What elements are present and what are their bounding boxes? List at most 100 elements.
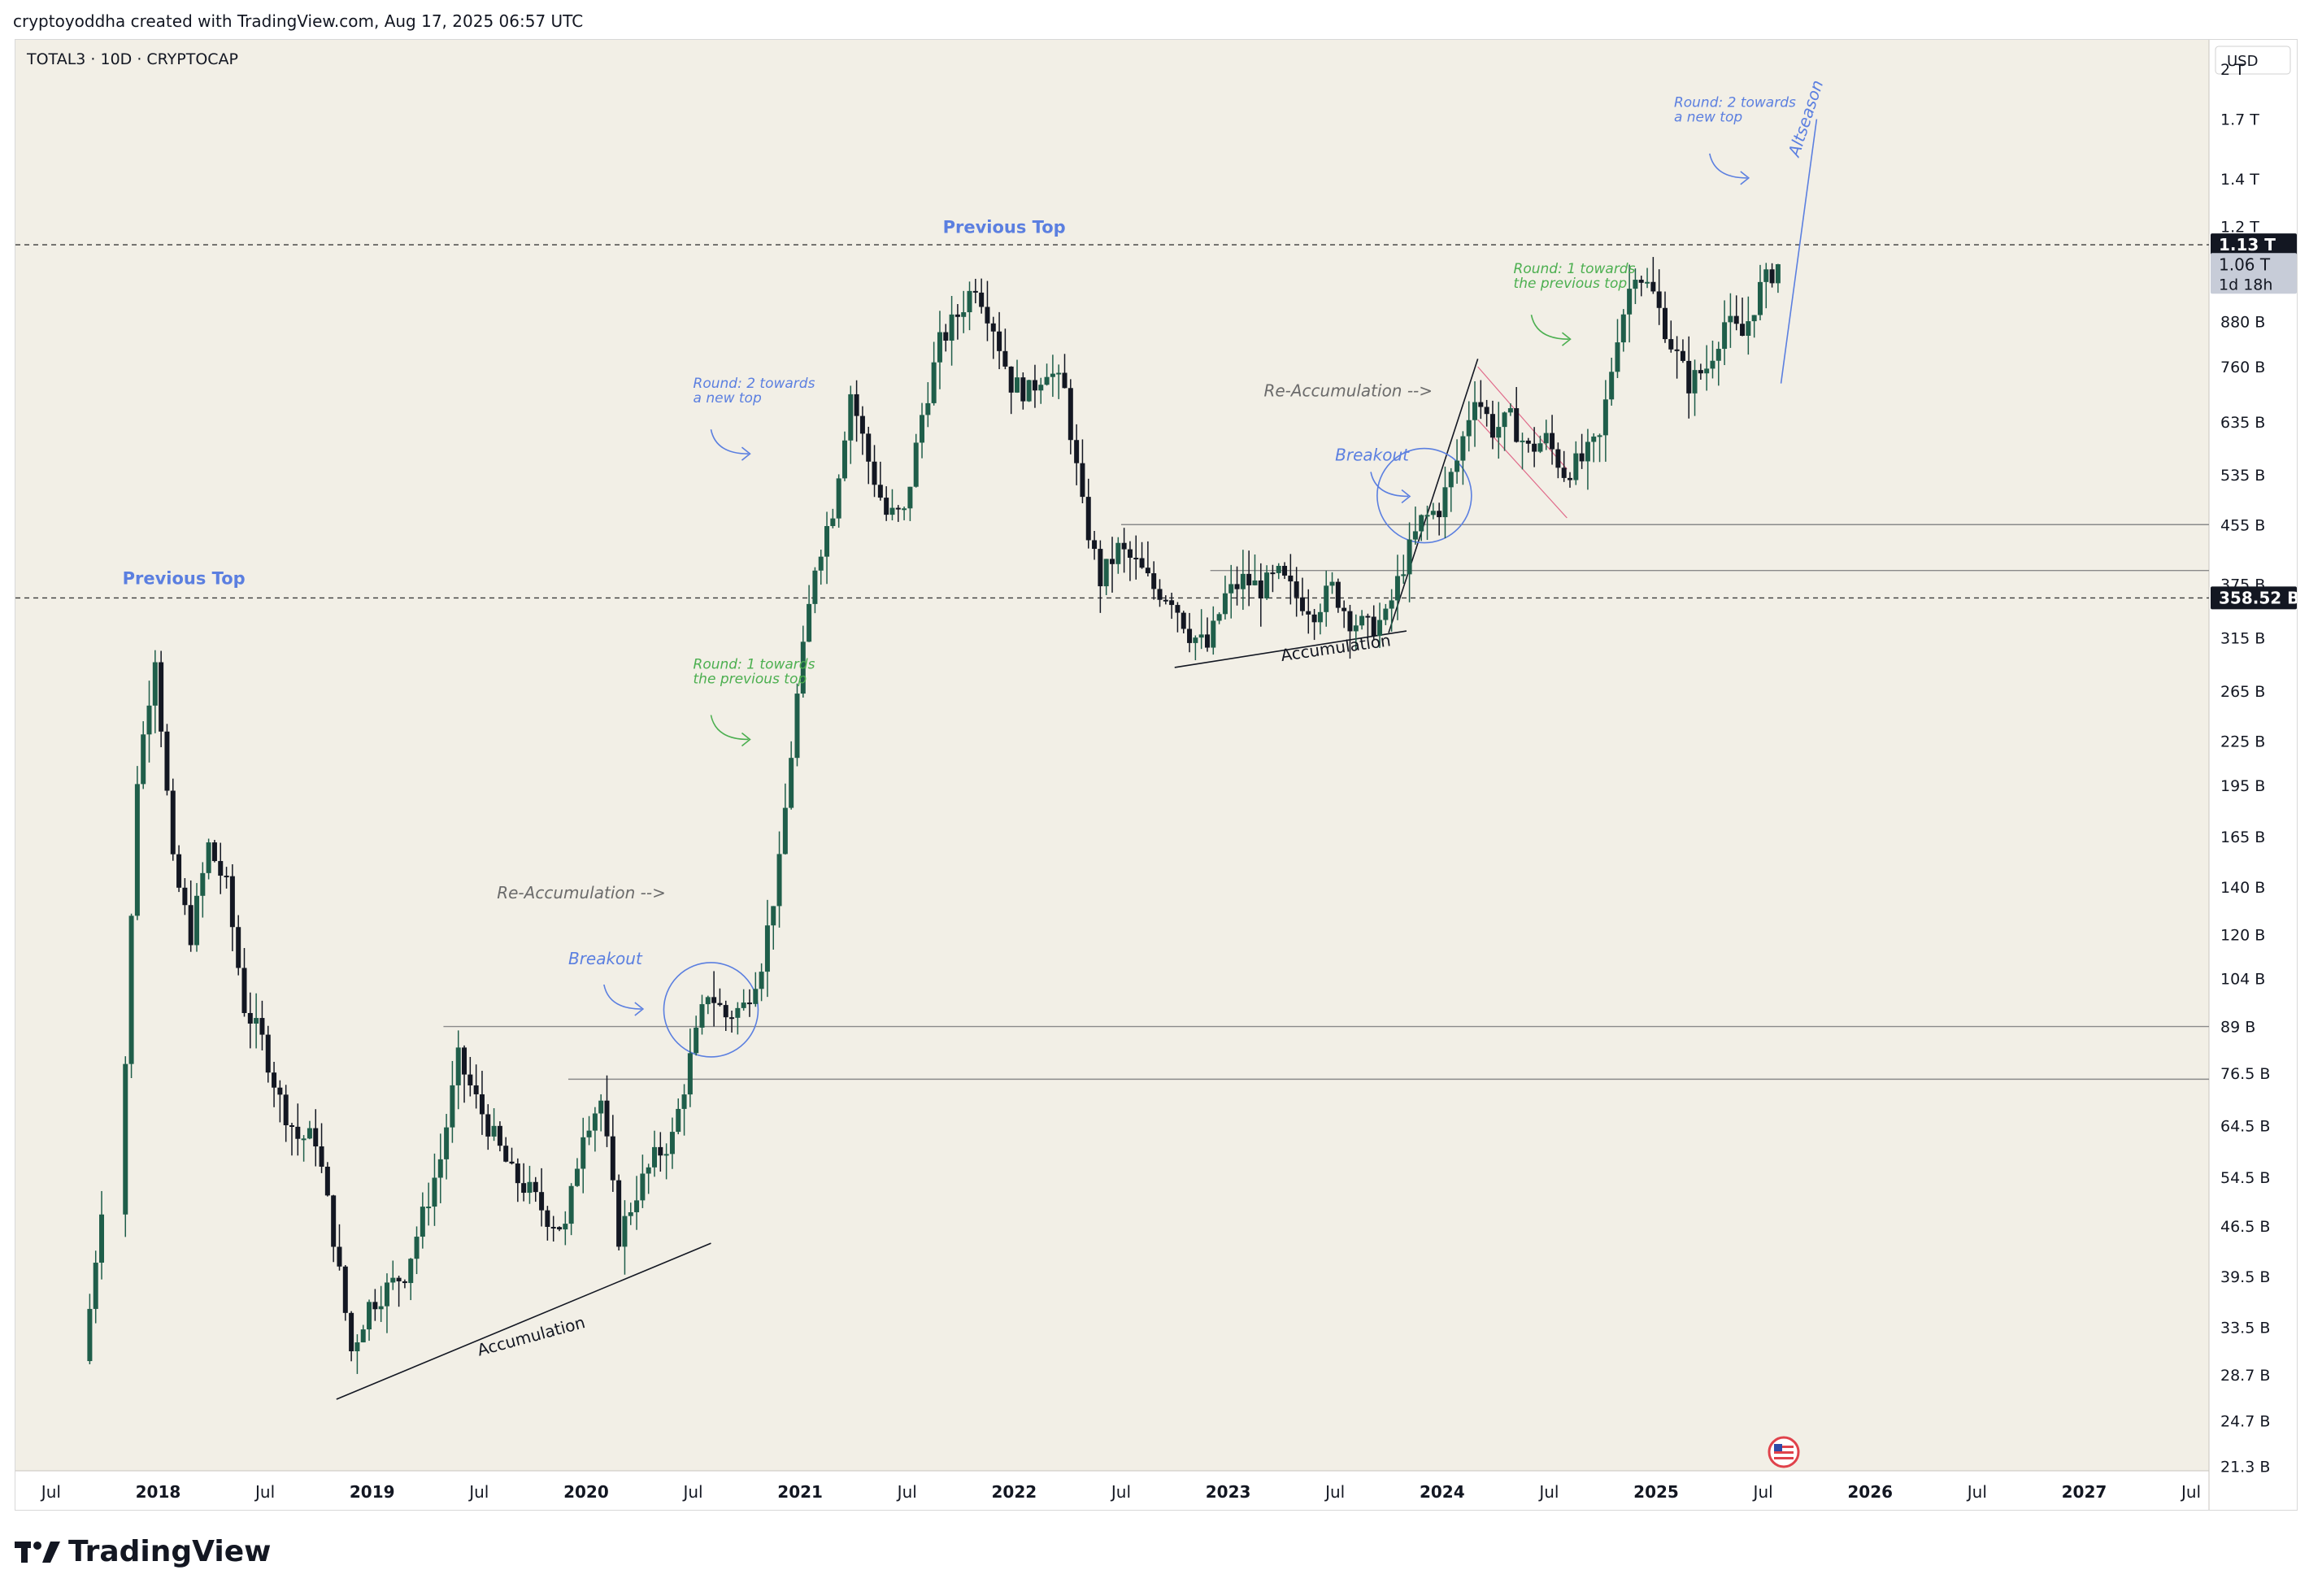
candle-body <box>1062 372 1068 389</box>
candle-body <box>152 662 158 706</box>
annotation-round2-2025-line2: a new top <box>1674 109 1742 125</box>
candle-body <box>830 518 836 527</box>
candle-body <box>467 1074 473 1085</box>
breakout-circle <box>1376 447 1472 544</box>
symbol-legend[interactable]: TOTAL3 · 10D · CRYPTOCAP <box>26 50 238 68</box>
currency-label: USD <box>2227 53 2258 70</box>
candle-body <box>218 861 224 876</box>
candle-body <box>1645 281 1650 284</box>
candle-body <box>1175 605 1181 613</box>
candle-body <box>563 1224 568 1230</box>
candle-body <box>1537 443 1543 452</box>
candle-body <box>1246 573 1252 585</box>
candle-body <box>200 872 206 896</box>
candle-body <box>229 876 235 928</box>
candle-body <box>782 807 788 855</box>
candle-body <box>170 790 176 855</box>
chart-area[interactable]: Previous Top Previous Top Round: 2 towards… <box>15 39 2298 1511</box>
annotation-breakout-2020: Breakout <box>568 949 643 968</box>
candle-body <box>1306 611 1311 615</box>
time-tick-label: 2020 <box>563 1482 609 1502</box>
candle-body <box>884 498 889 515</box>
candle-body <box>1740 324 1746 337</box>
price-tick-label: 195 B <box>2220 777 2265 795</box>
candle-body <box>1276 565 1281 573</box>
candle-body <box>1311 614 1317 623</box>
candle-body <box>1609 372 1615 400</box>
candle-body <box>224 876 229 878</box>
candle-body <box>1270 572 1276 575</box>
candle-body <box>1383 608 1389 620</box>
time-tick-label: Jul <box>254 1482 275 1502</box>
candlestick-chart[interactable]: Previous Top Previous Top Round: 2 towards… <box>15 40 2297 1510</box>
candle-body <box>681 1094 687 1109</box>
event-flag-icon[interactable] <box>1768 1436 1800 1468</box>
price-tag-label: 1.13 T <box>2219 235 2276 254</box>
time-tick-label: Jul <box>1537 1482 1559 1502</box>
annotation-round2-2020: Round: 2 towards <box>694 376 815 392</box>
candle-body <box>812 570 818 604</box>
candle-body <box>979 292 985 307</box>
candle-body <box>622 1215 628 1247</box>
candle-body <box>616 1180 622 1247</box>
candle-body <box>182 887 188 906</box>
candle-body <box>313 1128 319 1146</box>
time-tick-label: 2021 <box>777 1482 823 1502</box>
candle-body <box>920 415 925 443</box>
candle-body <box>462 1047 467 1075</box>
candle-body <box>961 312 967 317</box>
candle-body <box>247 1012 253 1024</box>
candle-body <box>342 1266 348 1313</box>
candle-body <box>1514 408 1520 442</box>
annotation-round1-2024: Round: 1 towards <box>1514 261 1636 277</box>
time-axis-ticks[interactable]: Jul 2018 Jul 2019 Jul 2020 Jul 2021 Jul 2022 Jul 20… <box>40 1482 2201 1502</box>
candle-body <box>1181 612 1186 629</box>
candle-body <box>1460 436 1466 461</box>
round2-arrow-head <box>741 446 751 461</box>
price-tick-label: 64.5 B <box>2220 1117 2270 1135</box>
candle-body <box>753 989 759 1004</box>
candle-body <box>360 1329 366 1343</box>
price-tick-label: 21.3 B <box>2220 1459 2270 1476</box>
candle-body <box>378 1306 384 1310</box>
currency-button[interactable]: USD <box>2215 46 2291 75</box>
price-tag-label: 358.52 B <box>2219 588 2297 607</box>
candle-body <box>841 440 847 479</box>
price-tick-label: 1.2 T <box>2220 218 2259 236</box>
candle-body <box>1430 511 1436 515</box>
tradingview-logo[interactable]: TradingView <box>15 1535 271 1568</box>
price-tick-label: 760 B <box>2220 359 2265 376</box>
bar-countdown: 1d 18h <box>2219 276 2272 294</box>
candle-body <box>676 1108 681 1133</box>
candle-body <box>1728 315 1733 323</box>
price-tick-label: 89 B <box>2220 1019 2255 1037</box>
price-tick-label: 880 B <box>2220 314 2265 332</box>
candle-body <box>123 1063 128 1215</box>
candle-body <box>307 1128 312 1139</box>
annotation-prev-top-2021: Previous Top <box>943 217 1066 237</box>
price-tag-box <box>2211 253 2297 294</box>
candle-body <box>1424 515 1430 517</box>
time-tick-label: 2024 <box>1420 1482 1465 1502</box>
candle-body <box>1341 607 1347 611</box>
candle-body <box>211 842 217 862</box>
annotation-round1-2020-line2: the previous top <box>694 671 807 687</box>
candle-body <box>1080 463 1085 498</box>
candle-body <box>723 1005 728 1018</box>
candle-body <box>1211 620 1216 648</box>
candle-body <box>1110 559 1115 564</box>
candle-body <box>1353 625 1359 632</box>
price-axis-ticks[interactable]: 2 T 1.7 T 1.4 T 1.2 T 880 B 760 B 635 B 535 B 45… <box>2220 61 2270 1476</box>
price-tick-label: 104 B <box>2220 971 2265 989</box>
candle-body <box>408 1259 414 1284</box>
candle-body <box>598 1100 604 1114</box>
candle-body <box>414 1237 420 1259</box>
candle-body <box>1015 377 1020 393</box>
price-tick-label: 535 B <box>2220 467 2265 485</box>
candle-body <box>550 1226 556 1229</box>
time-axis-background <box>15 1471 2209 1510</box>
candle-body <box>836 478 841 519</box>
candle-body <box>663 1154 669 1156</box>
annotation-round2-2020-line2: a new top <box>694 390 762 407</box>
time-tick-label: Jul <box>1110 1482 1131 1502</box>
